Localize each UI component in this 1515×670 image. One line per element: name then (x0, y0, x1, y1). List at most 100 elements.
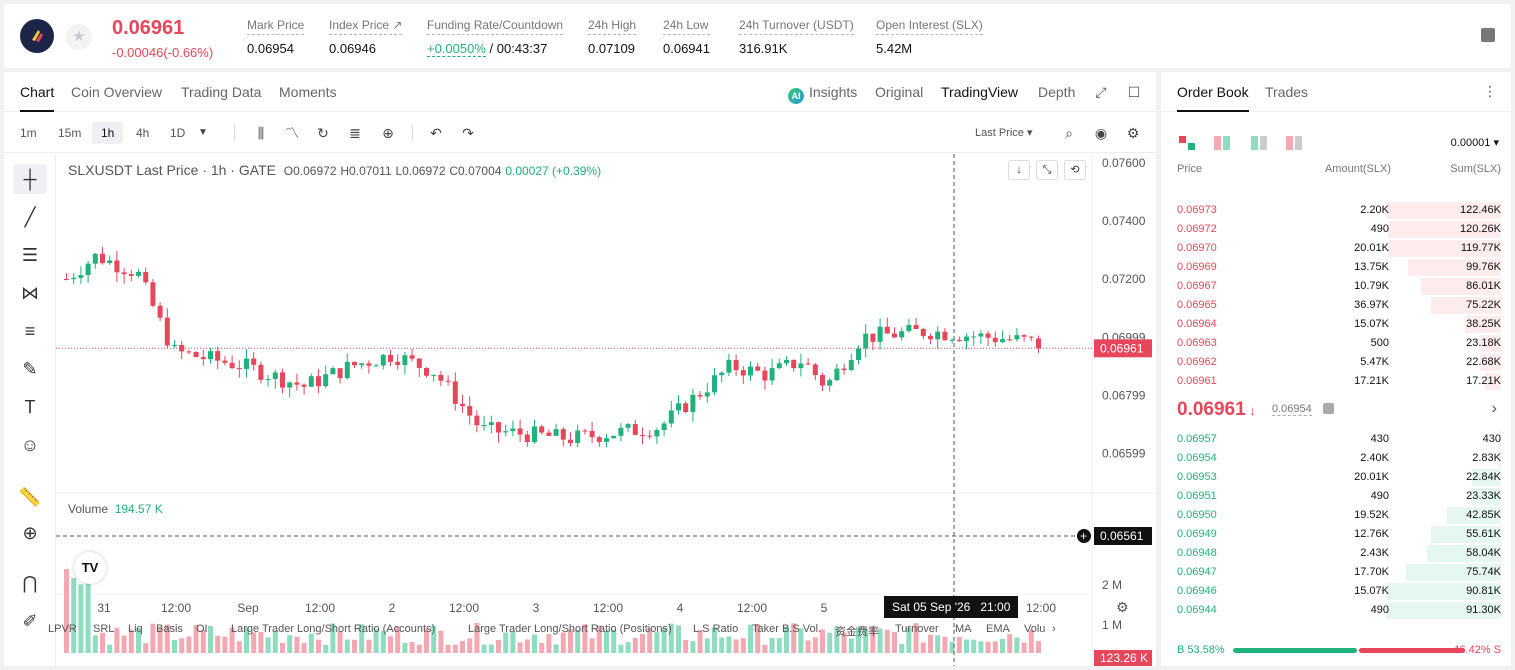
bid-row[interactable]: 0.06957 430 430 (1161, 430, 1511, 449)
brush-icon[interactable]: ✎ (22, 359, 38, 379)
ask-row[interactable]: 0.06962 5.47K 22.68K (1161, 353, 1511, 372)
precision-select[interactable]: 0.00001 ▾ (1450, 137, 1499, 149)
tab-trading-data[interactable]: Trading Data (181, 84, 262, 100)
view-asks-icon[interactable] (1214, 136, 1230, 150)
ask-row[interactable]: 0.06970 20.01K 119.77K (1161, 239, 1511, 258)
scroll-down-icon[interactable]: ↓ (1008, 160, 1030, 180)
bid-row[interactable]: 0.06954 2.40K 2.83K (1161, 449, 1511, 468)
candle-body (251, 358, 257, 365)
stat-index-price[interactable]: Index Price ↗ 0.06946 (329, 18, 403, 56)
candle-body (424, 367, 429, 376)
indicator-lpvr[interactable]: LPVR (48, 623, 77, 635)
insights-button[interactable]: AI Insights (788, 84, 857, 104)
tab-depth[interactable]: Depth (1038, 84, 1076, 100)
text-icon[interactable]: T (24, 397, 36, 417)
gear-icon[interactable]: ⚙ (1126, 125, 1140, 141)
bid-row[interactable]: 0.06946 15.07K 90.81K (1161, 582, 1511, 601)
indicator-ema[interactable]: EMA (986, 623, 1010, 635)
ruler-icon[interactable]: 📏 (18, 487, 42, 507)
indicator-funding-rate[interactable]: 资金费率 (835, 626, 879, 638)
indicator-liq[interactable]: Liq (128, 623, 143, 635)
view-bids-icon[interactable] (1251, 136, 1267, 150)
timeframe-4h[interactable]: 4h (136, 126, 150, 140)
refresh-icon[interactable]: ↻ (317, 125, 329, 141)
add-alert-icon[interactable]: ⊕ (382, 125, 394, 141)
indicator-ls-ratio[interactable]: L.S Ratio (693, 623, 739, 635)
volume-bar (870, 626, 876, 653)
ask-row[interactable]: 0.06969 13.75K 99.76K (1161, 258, 1511, 277)
ask-row[interactable]: 0.06972 490 120.26K (1161, 220, 1511, 239)
ask-row[interactable]: 0.06967 10.79K 86.01K (1161, 277, 1511, 296)
indicators-icon[interactable]: 〽 (285, 125, 299, 141)
bid-row[interactable]: 0.06948 2.43K 58.04K (1161, 544, 1511, 563)
ask-row[interactable]: 0.06963 500 23.18K (1161, 334, 1511, 353)
timeframe-1d[interactable]: 1D (170, 126, 186, 140)
collapse-icon[interactable]: ⤡ (1036, 160, 1058, 180)
tab-moments[interactable]: Moments (279, 84, 337, 100)
candle-body (1036, 338, 1041, 349)
stat-open-interest[interactable]: Open Interest (SLX) 5.42M (876, 18, 983, 56)
emoji-icon[interactable]: ☺ (20, 435, 40, 455)
lock-icon[interactable]: ✐ (22, 611, 38, 631)
undo-icon[interactable]: ↶ (430, 125, 442, 141)
tab-order-book[interactable]: Order Book (1177, 84, 1249, 112)
fib-icon[interactable]: ≡ (24, 321, 36, 341)
bid-row[interactable]: 0.06947 17.70K 75.74K (1161, 563, 1511, 582)
view-both-icon[interactable] (1179, 136, 1195, 150)
more-icon[interactable]: ⋮ (1483, 83, 1497, 99)
zoom-in-icon[interactable]: ⊕ (22, 523, 38, 543)
ask-row[interactable]: 0.06965 36.97K 75.22K (1161, 296, 1511, 315)
view-alt-icon[interactable] (1286, 136, 1302, 150)
redo-icon[interactable]: ↷ (462, 125, 474, 141)
notebook-icon[interactable] (1481, 28, 1495, 42)
tab-trades[interactable]: Trades (1265, 84, 1309, 100)
axis-settings-icon[interactable]: ⚙ (1116, 599, 1129, 615)
stat-mark-price[interactable]: Mark Price 0.06954 (247, 18, 305, 56)
tab-chart[interactable]: Chart (20, 84, 55, 112)
ask-row[interactable]: 0.06964 15.07K 38.25K (1161, 315, 1511, 334)
reset-icon[interactable]: ⟲ (1064, 160, 1086, 180)
candle-body (78, 275, 84, 278)
indicator-oi[interactable]: OI (196, 623, 208, 635)
tradingview-logo-icon[interactable]: TV (74, 552, 106, 584)
trend-line-icon[interactable]: ╱ (24, 207, 36, 227)
timeframe-1m[interactable]: 1m (20, 126, 37, 140)
camera-icon[interactable]: ◉ (1094, 125, 1108, 141)
chevron-down-icon[interactable]: ▼ (198, 127, 208, 138)
crosshair-icon[interactable]: ┼ (13, 164, 47, 194)
chevron-right-icon[interactable]: › (1052, 623, 1056, 635)
bid-row[interactable]: 0.06953 20.01K 22.84K (1161, 468, 1511, 487)
indicator-turnover[interactable]: Turnover (895, 623, 939, 635)
chevron-right-icon[interactable]: › (1491, 400, 1497, 417)
magnet-icon[interactable]: ⋂ (22, 573, 38, 593)
price-type-select[interactable]: Last Price ▾ (975, 127, 1033, 139)
indicator-taker-vol[interactable]: Taker B.S Vol. (752, 623, 822, 635)
indicator-lt-positions[interactable]: Large Trader Long/Short Ratio (Positions… (468, 623, 672, 635)
search-icon[interactable]: ⌕ (1065, 125, 1073, 141)
window-icon[interactable]: ☐ (1127, 84, 1141, 100)
list-icon[interactable]: ≣ (349, 125, 361, 141)
timeframe-1h[interactable]: 1h (92, 122, 124, 144)
stat-funding-rate[interactable]: Funding Rate/Countdown +0.0050% / 00:43:… (427, 18, 564, 57)
tab-tradingview[interactable]: TradingView (941, 84, 1019, 100)
candlestick-chart[interactable]: 0.076000.074000.072000.069990.067990.065… (56, 154, 1156, 666)
indicator-basis[interactable]: Basis (156, 623, 183, 635)
candle-type-icon[interactable]: ⫼ (257, 125, 265, 141)
ask-row[interactable]: 0.06961 17.21K 17.21K (1161, 372, 1511, 391)
timeframe-15m[interactable]: 15m (58, 126, 82, 140)
bid-row[interactable]: 0.06950 19.52K 42.85K (1161, 506, 1511, 525)
favorite-star-icon[interactable]: ★ (66, 24, 92, 50)
horizontal-lines-icon[interactable]: ☰ (21, 245, 39, 265)
bid-row[interactable]: 0.06944 490 91.30K (1161, 601, 1511, 620)
expand-icon[interactable]: ⤢ (1095, 84, 1107, 100)
indicator-ma[interactable]: MA (955, 623, 972, 635)
tab-original[interactable]: Original (875, 84, 924, 100)
ask-row[interactable]: 0.06973 2.20K 122.46K (1161, 201, 1511, 220)
tab-coin-overview[interactable]: Coin Overview (71, 84, 163, 100)
indicator-lt-accounts[interactable]: Large Trader Long/Short Ratio (Accounts) (231, 623, 436, 635)
bid-row[interactable]: 0.06951 490 23.33K (1161, 487, 1511, 506)
pattern-icon[interactable]: ⋈ (21, 283, 39, 303)
bid-row[interactable]: 0.06949 12.76K 55.61K (1161, 525, 1511, 544)
indicator-srl[interactable]: SRL (93, 623, 115, 635)
indicator-volume[interactable]: Volu (1024, 623, 1046, 635)
